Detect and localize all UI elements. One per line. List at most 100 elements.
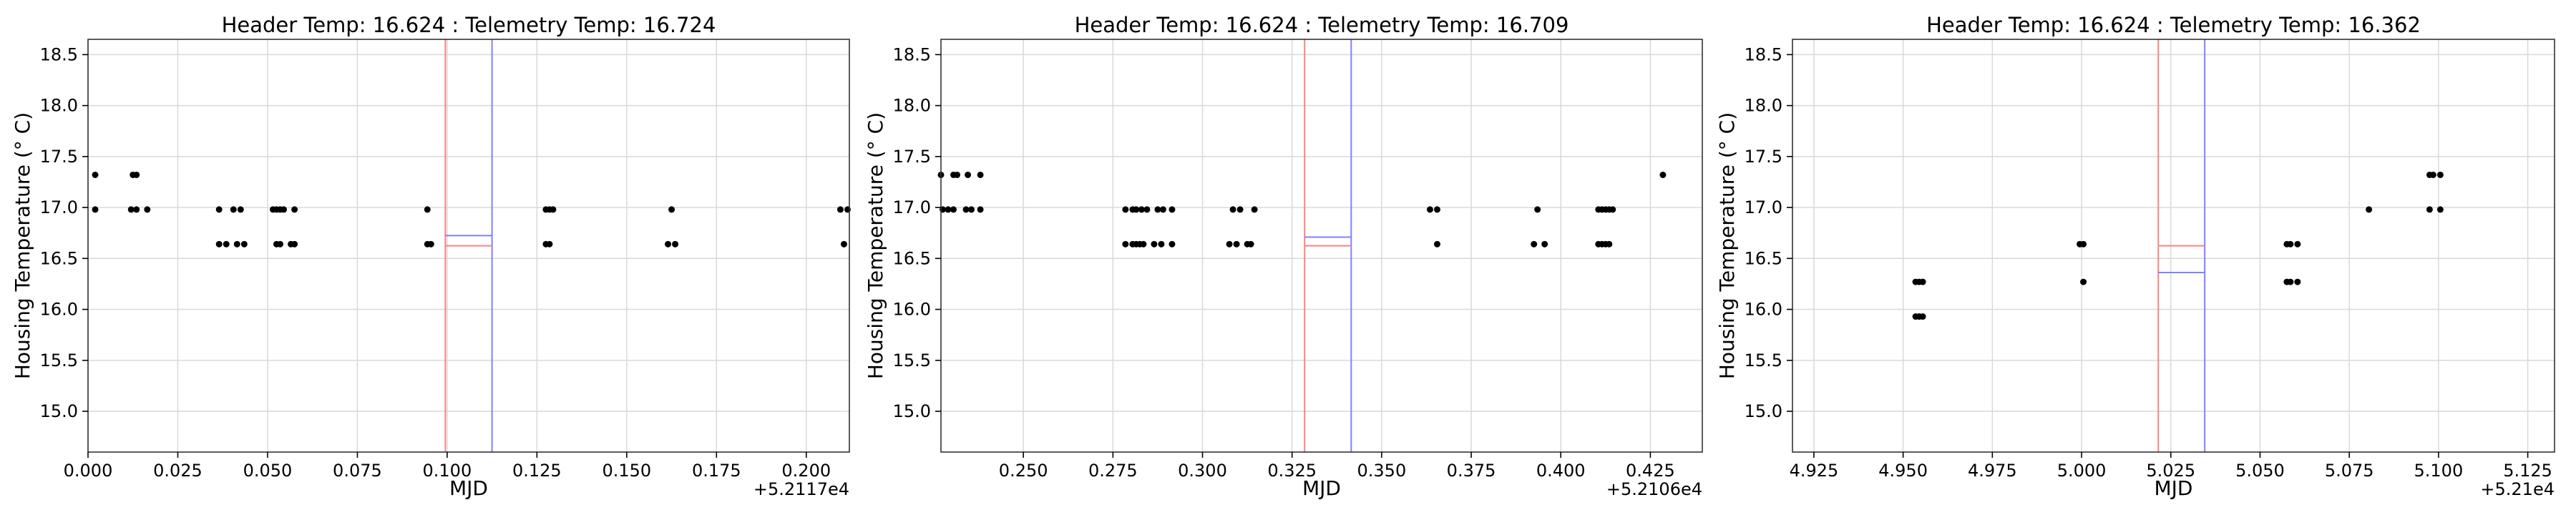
y-tick-label: 17.0: [893, 197, 931, 217]
data-point: [840, 240, 847, 247]
data-point: [1122, 240, 1129, 247]
y-tick-label: 15.0: [40, 401, 78, 421]
data-point: [1169, 240, 1176, 247]
data-point: [1534, 206, 1541, 213]
data-point: [1229, 206, 1236, 213]
data-point: [133, 171, 140, 178]
chart-panel-1: 0.000 0.025 0.050 0.075 0.100 0.125 0.150 0.175…: [11, 13, 851, 500]
data-point: [1531, 240, 1538, 247]
x-tick-label: 4.925: [1790, 461, 1839, 481]
x-tick-label: 0.100: [423, 461, 472, 481]
data-point: [427, 240, 434, 247]
data-point: [954, 171, 961, 178]
data-point: [665, 240, 672, 247]
data-point: [1151, 240, 1158, 247]
data-point: [962, 206, 970, 213]
data-point: [1158, 240, 1165, 247]
x-offset-label: +5.2106e4: [1606, 479, 1702, 499]
x-offset-label: +5.2117e4: [753, 479, 849, 499]
data-point: [668, 206, 675, 213]
chart-panel-3: 4.925 4.950 4.975 5.000 5.025 5.050 5.075 5.100…: [1715, 13, 2555, 500]
data-point: [223, 240, 230, 247]
chart-panel-2: 0.250 0.275 0.300 0.325 0.350 0.375 0.400 0.425…: [864, 13, 1703, 500]
x-axis-label: MJD: [449, 476, 488, 500]
data-point: [1226, 240, 1233, 247]
x-tick-label: 0.325: [1267, 461, 1317, 481]
x-tick-label: 5.075: [2325, 461, 2374, 481]
y-tick-label: 16.5: [893, 248, 931, 268]
data-point: [2366, 206, 2373, 213]
y-tick-label: 15.5: [893, 350, 931, 371]
chart-title: Header Temp: 16.624 : Telemetry Temp: 16…: [222, 13, 716, 37]
data-point: [215, 240, 223, 247]
y-tick-label: 17.5: [40, 147, 78, 167]
y-tick-label: 17.5: [1745, 147, 1782, 167]
data-point: [1606, 240, 1613, 247]
y-tick-label: 16.0: [40, 300, 78, 320]
x-tick-label: 0.175: [692, 461, 741, 481]
y-tick-label: 16.5: [40, 248, 78, 268]
data-point: [2287, 278, 2294, 285]
x-tick-label: 0.050: [243, 461, 293, 481]
x-tick-label: 5.125: [2503, 461, 2552, 481]
y-tick-label: 17.0: [40, 197, 78, 217]
data-point: [1159, 206, 1166, 213]
data-point: [291, 240, 298, 247]
y-tick-label: 15.5: [40, 350, 78, 371]
data-point: [1122, 206, 1129, 213]
data-point: [968, 206, 975, 213]
data-point: [1541, 240, 1548, 247]
x-tick-label: 5.025: [2146, 461, 2195, 481]
data-point: [546, 240, 553, 247]
data-point: [1919, 313, 1926, 320]
data-point: [280, 206, 288, 213]
data-point: [277, 240, 284, 247]
data-point: [1154, 206, 1161, 213]
data-point: [1919, 278, 1926, 285]
data-point: [1140, 240, 1147, 247]
x-tick-label: 5.100: [2414, 461, 2464, 481]
data-point: [2426, 206, 2433, 213]
x-tick-label: 4.950: [1878, 461, 1928, 481]
y-tick-label: 16.0: [1745, 300, 1782, 320]
x-tick-label: 0.025: [153, 461, 203, 481]
data-point: [1233, 240, 1240, 247]
x-tick-label: 0.150: [602, 461, 651, 481]
x-tick-label: 5.050: [2235, 461, 2285, 481]
y-tick-label: 15.0: [893, 401, 931, 421]
data-point: [977, 171, 984, 178]
data-point: [1251, 206, 1258, 213]
data-point: [1138, 206, 1145, 213]
data-point: [1433, 206, 1440, 213]
data-point: [92, 206, 99, 213]
y-tick-label: 18.0: [893, 96, 931, 116]
x-axis-label: MJD: [2155, 476, 2193, 500]
x-tick-label: 0.425: [1626, 461, 1675, 481]
data-point: [237, 206, 244, 213]
y-tick-label: 16.5: [1745, 248, 1782, 268]
data-point: [2294, 240, 2301, 247]
y-tick-label: 17.5: [893, 147, 931, 167]
y-tick-label: 17.0: [1745, 197, 1782, 217]
x-tick-label: 0.275: [1088, 461, 1138, 481]
data-point: [144, 206, 151, 213]
plot-frame: [940, 39, 1703, 453]
x-tick-label: 0.300: [1178, 461, 1227, 481]
y-axis-label: Housing Temperature (° C): [11, 112, 34, 379]
data-point: [2080, 278, 2087, 285]
x-tick-label: 4.975: [1968, 461, 2017, 481]
data-point: [2436, 171, 2444, 178]
data-point: [2429, 171, 2436, 178]
data-point: [92, 171, 99, 178]
x-tick-label: 0.350: [1357, 461, 1407, 481]
y-tick-label: 16.0: [893, 300, 931, 320]
data-point: [1609, 206, 1616, 213]
plot-frame: [1792, 39, 2555, 453]
data-point: [291, 206, 298, 213]
x-tick-label: 0.000: [64, 461, 113, 481]
plot-frame: [87, 39, 850, 453]
y-tick-label: 18.5: [893, 44, 931, 64]
data-point: [2294, 278, 2301, 285]
data-point: [836, 206, 844, 213]
